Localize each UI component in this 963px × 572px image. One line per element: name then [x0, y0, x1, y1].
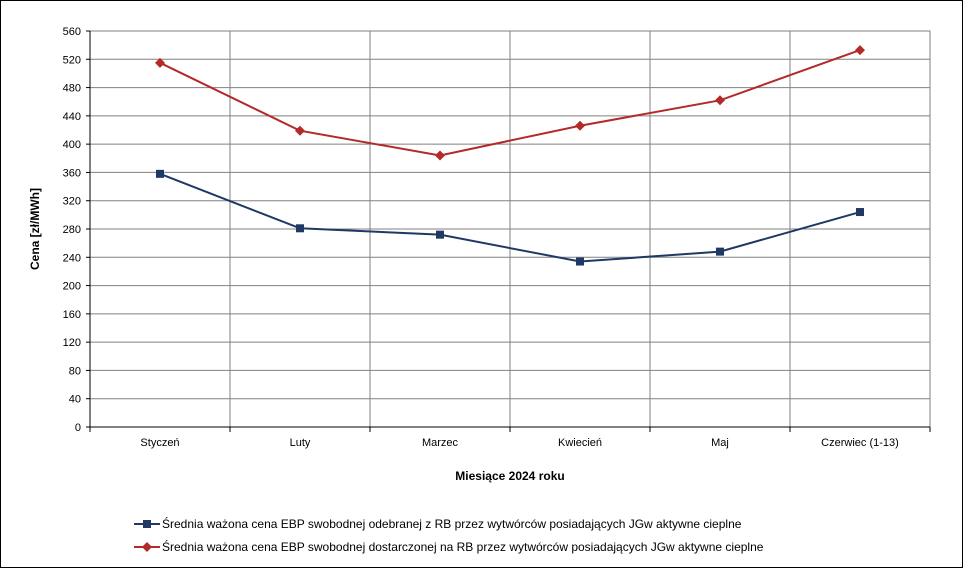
- legend-item-1: Średnia ważona cena EBP swobodnej odebra…: [134, 516, 742, 531]
- y-tick-label: 240: [63, 252, 81, 264]
- y-tick-label: 560: [63, 26, 81, 38]
- y-tick-label: 200: [63, 281, 81, 293]
- diamond-marker: [295, 125, 305, 136]
- y-tick-label: 40: [69, 394, 81, 406]
- series: [155, 45, 865, 266]
- y-tick-label: 400: [63, 139, 81, 151]
- y-tick-label: 160: [63, 309, 81, 321]
- diamond-marker: [142, 542, 152, 552]
- axes: 0 40 80 120 160 200 240 280 320 360 400 440 480 520 56…: [63, 26, 931, 449]
- series-line: [159, 49, 861, 157]
- y-tick-label: 120: [63, 337, 81, 349]
- x-axis-title: Miesiące 2024 roku: [455, 469, 564, 483]
- square-marker: [436, 230, 444, 239]
- diamond-marker: [155, 57, 165, 68]
- legend-item-2: Średnia ważona cena EBP swobodnej dostar…: [134, 539, 764, 554]
- y-tick-label: 520: [63, 54, 81, 66]
- y-tick-label: 80: [69, 365, 81, 377]
- x-tick-label: Marzec: [422, 437, 459, 449]
- legend-label: Średnia ważona cena EBP swobodnej dostar…: [162, 539, 764, 554]
- y-tick-label: 360: [63, 167, 81, 179]
- y-tick-label: 480: [63, 83, 81, 95]
- x-tick-label: Maj: [711, 437, 729, 449]
- square-marker: [143, 520, 151, 528]
- y-tick-label: 320: [63, 196, 81, 208]
- y-axis-title: Cena [zł/MWh]: [28, 188, 42, 270]
- square-marker: [576, 257, 584, 266]
- diamond-marker: [435, 150, 445, 161]
- square-marker: [156, 169, 164, 178]
- diamond-marker: [855, 45, 865, 56]
- diamond-marker: [575, 120, 585, 131]
- x-tick-label: Kwiecień: [558, 437, 602, 449]
- series-line: [159, 172, 861, 263]
- diamond-marker: [715, 95, 725, 106]
- gridlines: [89, 30, 931, 428]
- x-tick-label: Czerwiec (1-13): [821, 437, 899, 449]
- legend: Średnia ważona cena EBP swobodnej odebra…: [134, 516, 764, 554]
- square-marker: [296, 224, 304, 233]
- x-tick-label: Luty: [290, 437, 311, 449]
- square-marker: [716, 247, 724, 256]
- y-tick-label: 0: [75, 422, 81, 434]
- y-tick-label: 280: [63, 224, 81, 236]
- y-tick-label: 440: [63, 111, 81, 123]
- series-1: [156, 169, 864, 266]
- legend-label: Średnia ważona cena EBP swobodnej odebra…: [162, 516, 742, 531]
- square-marker: [856, 208, 864, 217]
- x-tick-label: Styczeń: [140, 437, 179, 449]
